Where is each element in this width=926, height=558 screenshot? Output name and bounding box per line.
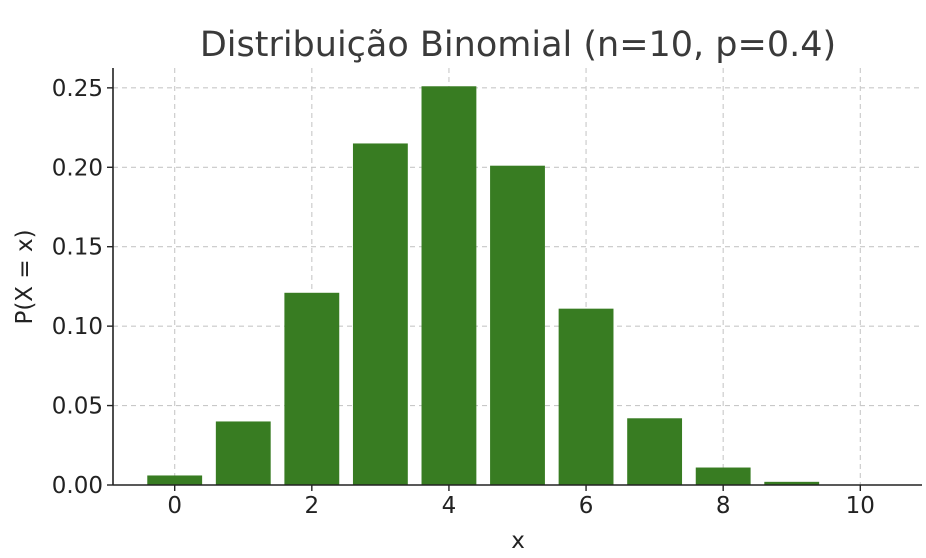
y-tick-label: 0.00: [52, 473, 103, 499]
bar-x-1: [215, 421, 271, 485]
bar-x-9: [764, 481, 820, 485]
ticks: 0 2 4 6 8 10 0.00 0.05 0.10 0.15 0.20 0.25: [52, 76, 875, 519]
y-axis-label: P(X = x): [12, 229, 38, 324]
chart-title: Distribuição Binomial (n=10, p=0.4): [200, 25, 836, 65]
bar-x-0: [147, 475, 203, 485]
y-tick-label: 0.10: [52, 314, 103, 340]
x-tick-label: 6: [579, 493, 594, 519]
y-tick-label: 0.20: [52, 155, 103, 181]
x-tick-label: 2: [305, 493, 320, 519]
bar-x-7: [627, 418, 683, 485]
y-tick-label: 0.25: [52, 76, 103, 102]
bar-x-3: [352, 143, 408, 485]
x-tick-label: 4: [442, 493, 457, 519]
bar-x-6: [558, 308, 614, 485]
bar-x-2: [284, 292, 340, 485]
y-tick-label: 0.15: [52, 235, 103, 261]
y-tick-label: 0.05: [52, 394, 103, 420]
x-axis-label: x: [511, 528, 525, 554]
axes: [112, 68, 922, 486]
bar-x-8: [695, 467, 751, 485]
x-tick-label: 8: [716, 493, 731, 519]
bars: [147, 86, 888, 486]
bar-x-5: [490, 165, 545, 485]
x-tick-label: 10: [846, 493, 875, 519]
bar-x-4: [421, 86, 477, 486]
x-tick-label: 0: [167, 493, 182, 519]
